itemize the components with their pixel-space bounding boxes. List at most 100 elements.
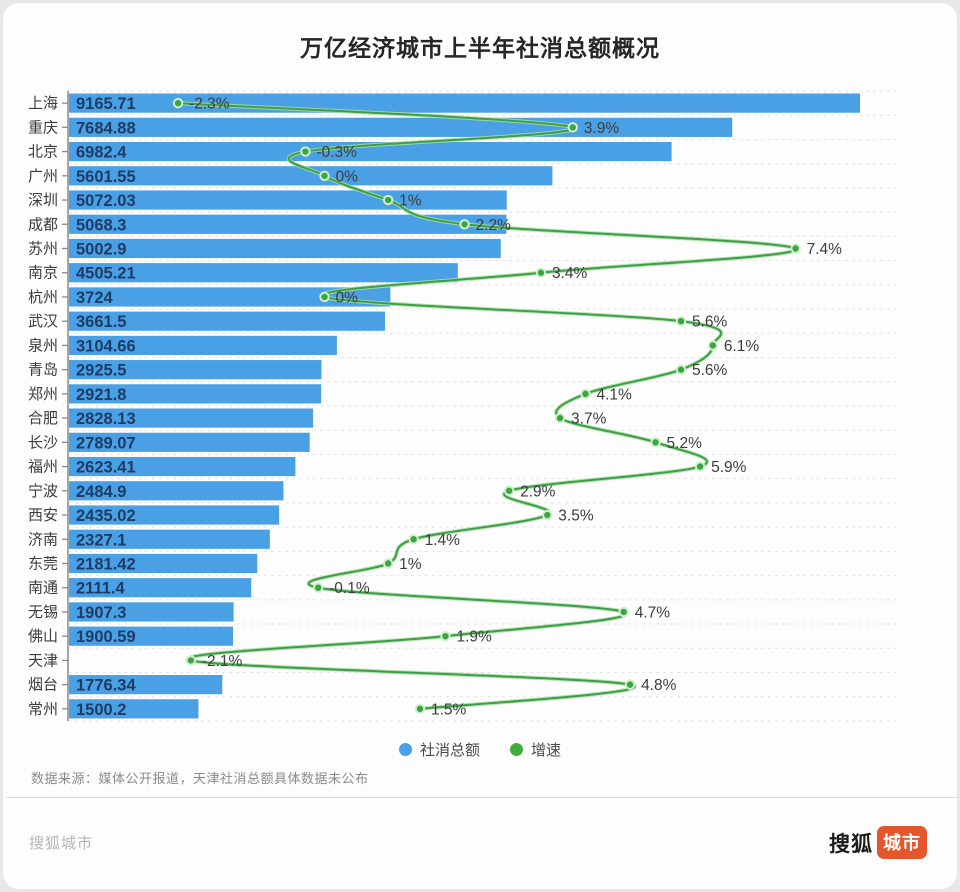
growth-label: 3.4% <box>552 265 588 282</box>
growth-label: 5.6% <box>692 362 728 379</box>
growth-dot <box>554 412 566 424</box>
bar-value-label: 2435.02 <box>76 507 136 525</box>
city-label: 东莞 <box>28 555 58 572</box>
legend: 社消总额 增速 <box>3 739 957 760</box>
growth-dot <box>535 267 547 278</box>
growth-label: 4.7% <box>635 604 671 621</box>
growth-dot <box>618 606 629 618</box>
bar-value-label: 3724 <box>76 289 114 307</box>
growth-dot <box>459 219 470 230</box>
bar-value-label: 2925.5 <box>76 362 126 380</box>
bar <box>69 214 507 234</box>
bar-value-label: 5068.3 <box>76 216 126 234</box>
chart-card: 万亿经济城市上半年社消总额概况 上海 9165.71 重庆 7684.88 北京 6982… <box>3 3 960 889</box>
city-label: 南通 <box>28 580 58 597</box>
bar <box>69 505 280 525</box>
source-note: 数据来源：媒体公开报道，天津社消总额具体数据未公布 <box>31 771 369 786</box>
bar-value-label: 2181.42 <box>76 555 136 573</box>
growth-dot <box>790 243 801 254</box>
growth-label: 4.1% <box>597 386 633 403</box>
city-label: 宁波 <box>28 483 58 500</box>
bar-value-label: 2828.13 <box>76 410 136 428</box>
city-label: 武汉 <box>28 313 58 330</box>
legend-item-line: 增速 <box>510 739 561 760</box>
bar <box>69 166 553 186</box>
bar-value-label: 6982.4 <box>76 144 127 162</box>
growth-label: 7.4% <box>807 241 843 258</box>
bar <box>69 311 385 331</box>
logo-brand-badge: 城市 <box>877 826 927 859</box>
legend-item-bars: 社消总额 <box>398 739 480 760</box>
city-label: 天津 <box>28 652 58 669</box>
sohu-city-logo: 搜狐 城市 <box>829 826 927 859</box>
growth-dot <box>382 194 394 206</box>
city-label: 上海 <box>28 95 58 112</box>
bar <box>69 408 314 428</box>
bar <box>69 699 199 719</box>
bar <box>69 432 310 452</box>
growth-dot <box>694 461 706 472</box>
bar-value-label: 2789.07 <box>76 434 136 452</box>
bar <box>69 335 337 356</box>
city-label: 长沙 <box>28 434 58 451</box>
bar <box>69 626 234 646</box>
footer-divider <box>6 797 960 798</box>
bar-value-label: 5072.03 <box>76 192 136 210</box>
bar-value-label: 4505.21 <box>76 265 136 283</box>
watermark-text: 搜狐城市 <box>29 835 94 852</box>
bar-value-label: 5601.55 <box>76 168 136 186</box>
bar <box>69 481 284 501</box>
bar-value-label: 2623.41 <box>76 459 136 477</box>
bar-value-label: 1907.3 <box>76 604 126 622</box>
growth-dot <box>567 122 578 133</box>
growth-label: 5.6% <box>692 314 728 331</box>
growth-dot <box>382 558 394 569</box>
growth-label: -0.3% <box>316 144 357 161</box>
city-label: 西安 <box>28 507 58 524</box>
bar-value-label: 9165.71 <box>76 95 136 113</box>
bar <box>69 384 322 404</box>
bar <box>69 360 322 380</box>
bar-value-label: 2327.1 <box>76 531 126 549</box>
chart-title: 万亿经济城市上半年社消总额概况 <box>300 35 660 61</box>
bar-series-swatch-icon <box>398 743 412 756</box>
growth-label: 2.9% <box>520 483 556 500</box>
bar <box>69 287 391 307</box>
growth-label: -2.3% <box>189 96 230 113</box>
growth-label: 0% <box>336 289 359 306</box>
bar-value-label: 2921.8 <box>76 386 126 404</box>
growth-dot <box>580 388 591 400</box>
growth-dot <box>312 582 324 593</box>
logo-brand-text: 搜狐 <box>829 832 873 856</box>
city-label: 杭州 <box>28 289 58 306</box>
chart-svg: 上海 9165.71 重庆 7684.88 北京 6982.4 广州 5601.55 深圳 507… <box>28 90 896 722</box>
bar-value-label: 1776.34 <box>76 677 136 695</box>
bar-value-label: 1900.59 <box>76 628 136 646</box>
city-label: 北京 <box>28 144 58 161</box>
city-label: 深圳 <box>28 192 58 209</box>
growth-dot <box>675 315 687 327</box>
line-series-swatch-icon <box>510 743 523 756</box>
legend-bars-label: 社消总额 <box>419 742 480 759</box>
bar <box>69 456 296 477</box>
bar-value-label: 3104.66 <box>76 337 136 355</box>
growth-label: 3.9% <box>584 120 620 137</box>
growth-dot <box>503 485 515 496</box>
bar <box>69 141 672 162</box>
city-label: 佛山 <box>28 628 58 645</box>
city-label: 烟台 <box>28 677 58 694</box>
city-label: 常州 <box>28 701 58 718</box>
growth-dot <box>542 509 553 521</box>
city-label: 重庆 <box>28 119 58 136</box>
bar <box>69 602 234 622</box>
bar-value-label: 1500.2 <box>76 701 126 719</box>
growth-dot <box>319 291 330 303</box>
growth-label: 3.7% <box>571 411 607 428</box>
bar-value-label: 5002.9 <box>76 240 126 258</box>
city-label: 青岛 <box>28 362 58 379</box>
city-label: 合肥 <box>28 410 58 427</box>
growth-dot <box>319 170 330 182</box>
city-label: 成都 <box>28 216 58 233</box>
growth-label: -0.1% <box>329 580 370 597</box>
city-label: 苏州 <box>28 240 58 257</box>
